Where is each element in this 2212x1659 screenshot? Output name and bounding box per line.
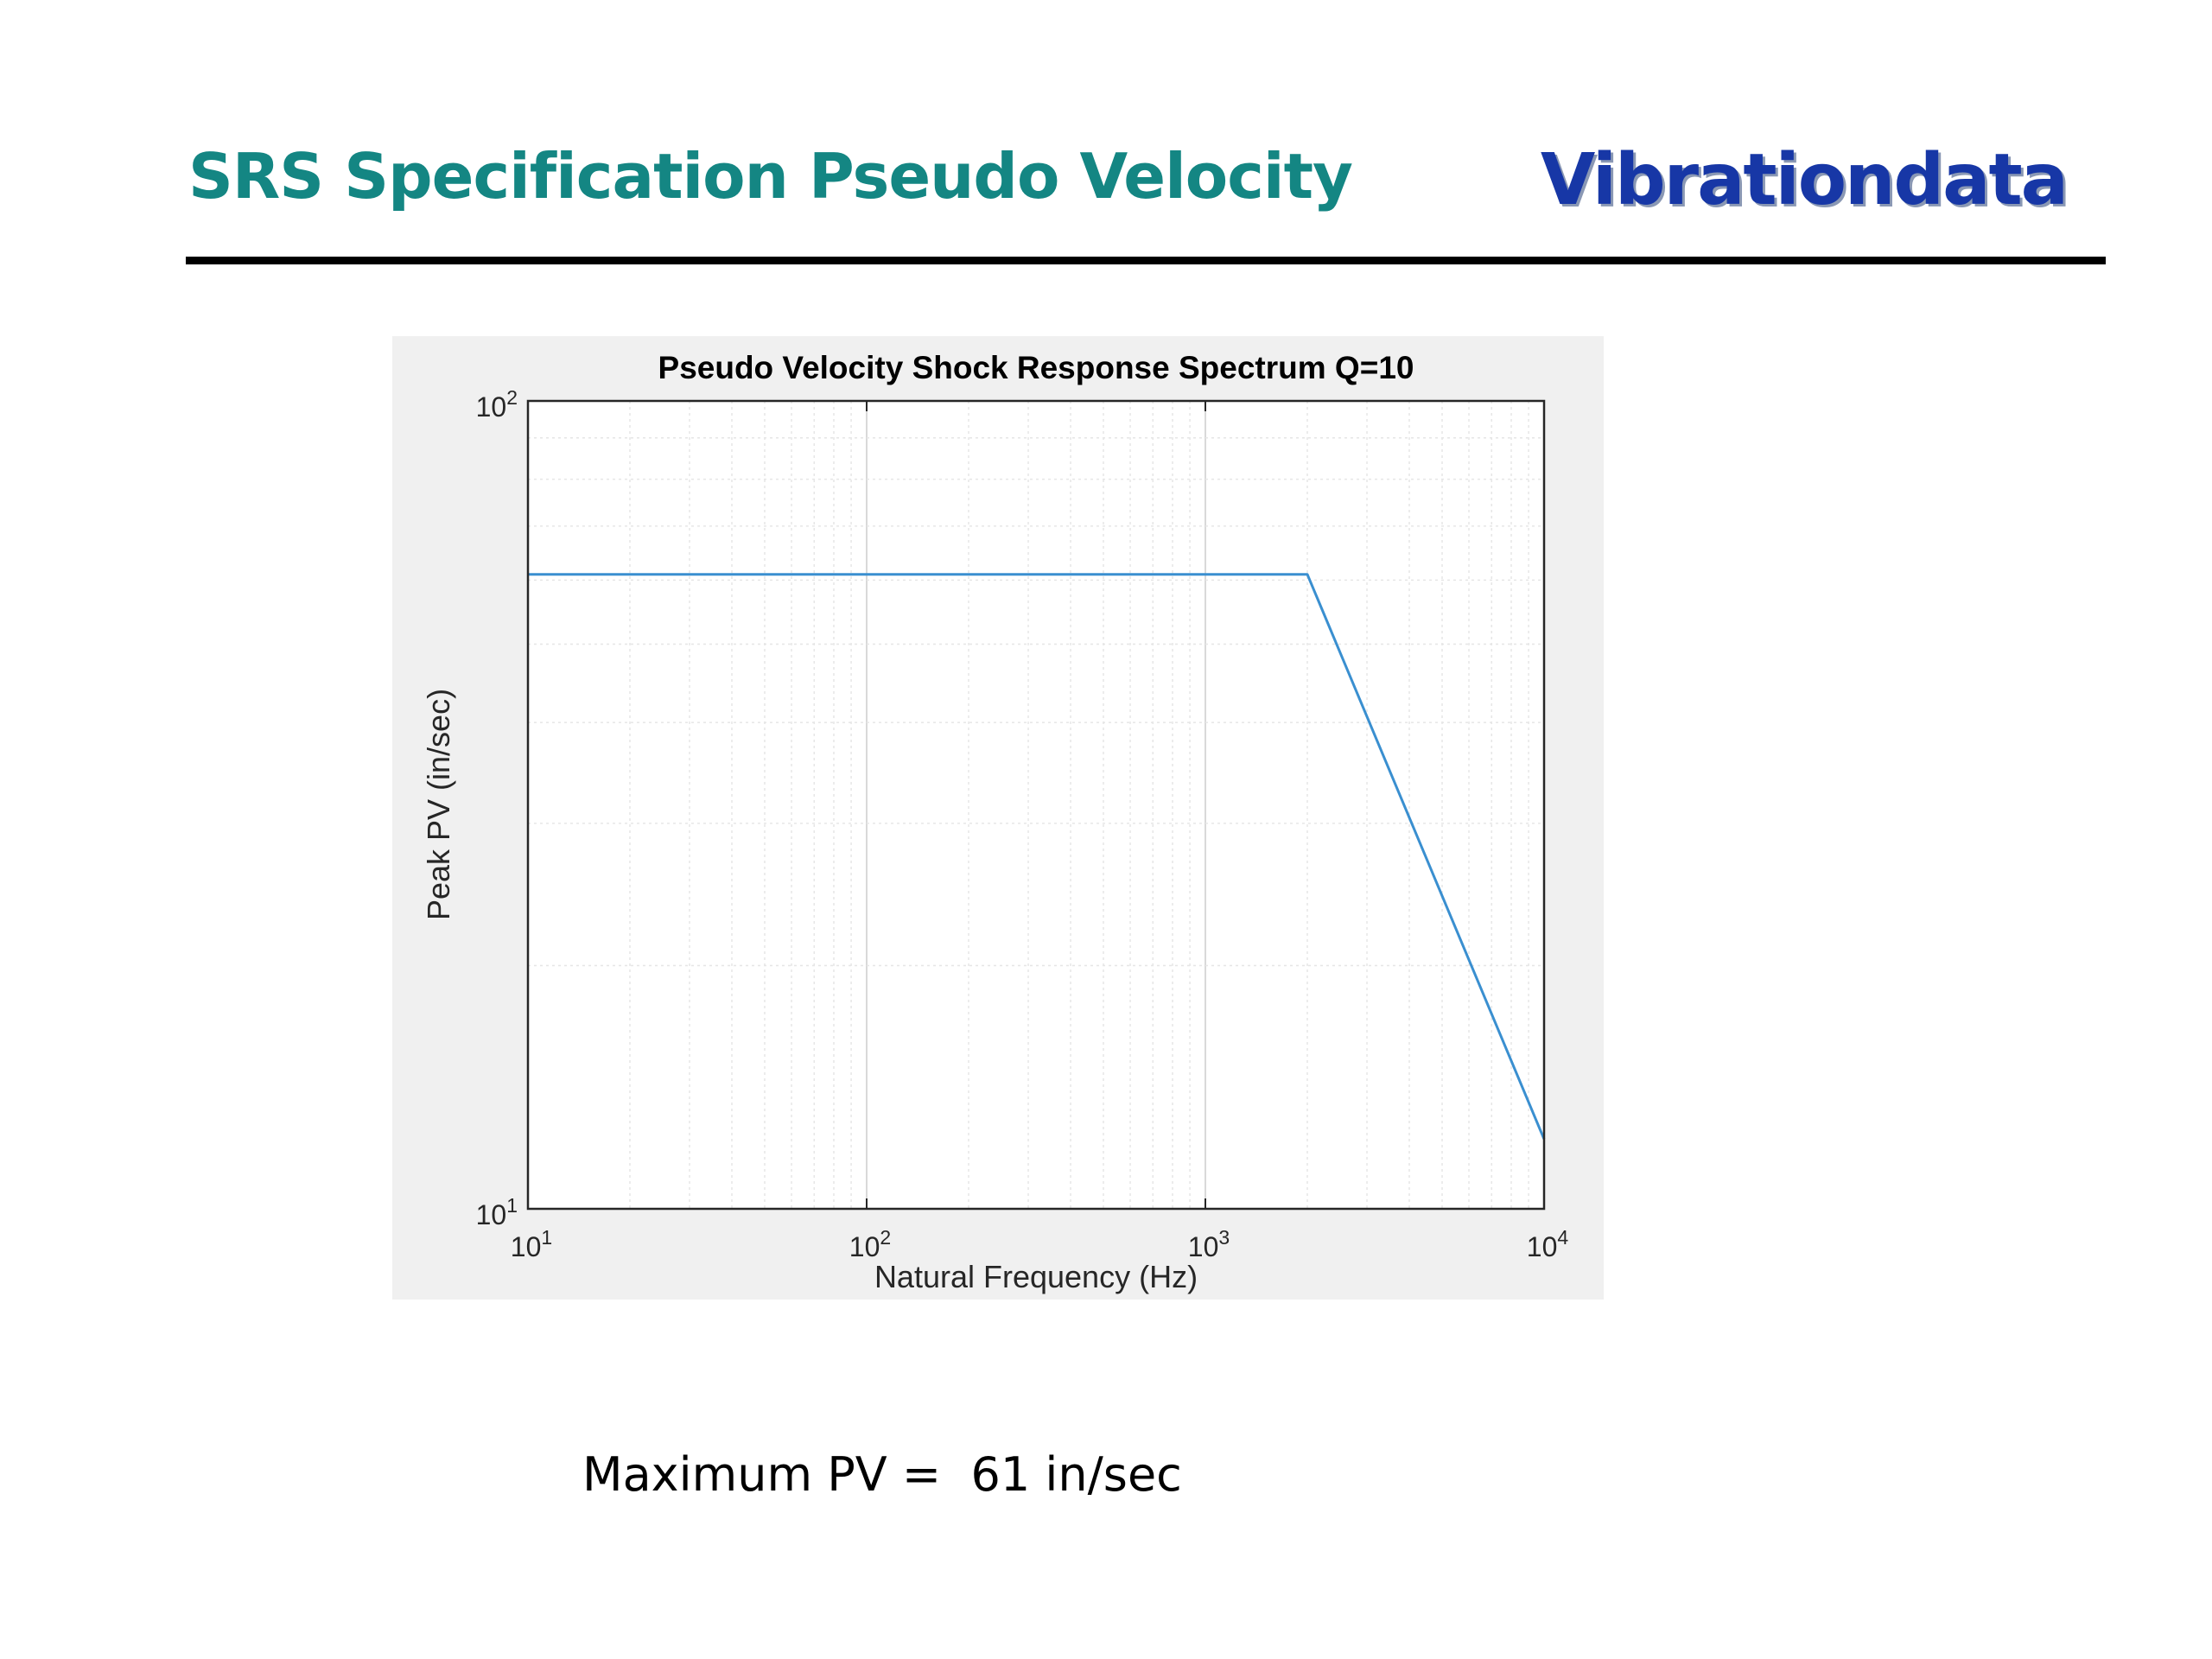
tick-labels: 101 102 103 104 101 102: [476, 386, 1569, 1262]
x-tick-label: 102: [849, 1226, 891, 1262]
chart-figure: 101 102 103 104 101 102 Pseudo Velocity Shock…: [392, 336, 1604, 1300]
x-tick-label: 101: [511, 1226, 552, 1262]
grid-lines: [528, 401, 1544, 1209]
y-tick-label: 101: [476, 1194, 518, 1230]
series-layer: [528, 573, 1546, 1140]
pv-spectrum-line: [528, 573, 1546, 1140]
x-tick-label: 103: [1188, 1226, 1230, 1262]
title-divider: [186, 257, 2106, 264]
y-tick-label: 102: [476, 386, 518, 423]
pv-srs-chart: 101 102 103 104 101 102 Pseudo Velocity Shock…: [421, 350, 1569, 1294]
slide-title: SRS Specification Pseudo Velocity: [188, 140, 1353, 213]
x-axis-label: Natural Frequency (Hz): [874, 1259, 1198, 1294]
max-pv-label: Maximum PV =: [582, 1447, 957, 1502]
max-pv-unit: in/sec: [1045, 1447, 1182, 1502]
max-pv-value: 61: [970, 1447, 1031, 1502]
vibrationdata-logo: Vibrationdata: [1540, 139, 2069, 221]
max-pv-caption: Maximum PV = 61 in/sec: [582, 1452, 1182, 1498]
x-tick-label: 104: [1527, 1226, 1569, 1262]
plot-area: [528, 401, 1544, 1209]
y-axis-label: Peak PV (in/sec): [421, 689, 456, 920]
plot-border: [526, 399, 1546, 1211]
chart-title: Pseudo Velocity Shock Response Spectrum …: [658, 350, 1414, 385]
